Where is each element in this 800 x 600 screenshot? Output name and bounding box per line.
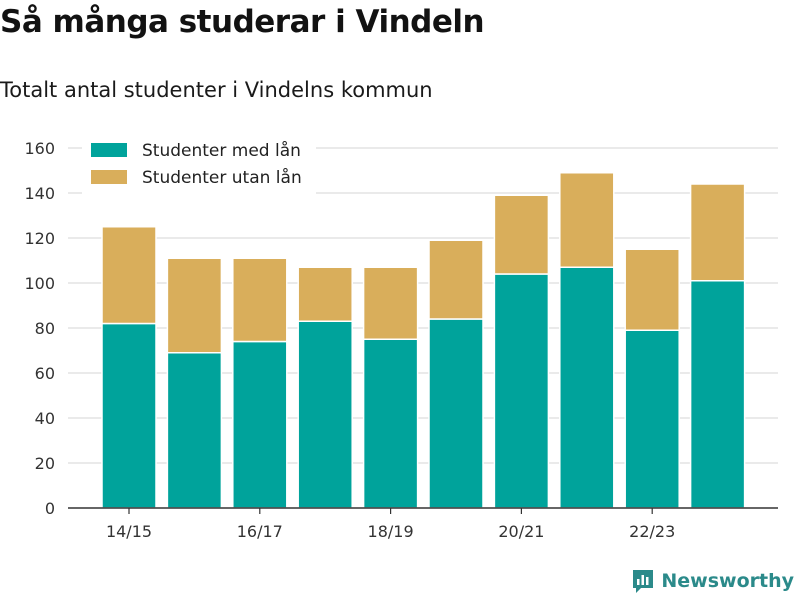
brand-label: Newsworthy <box>661 570 794 592</box>
bar-utan-lan <box>493 194 550 275</box>
bar-utan-lan <box>689 183 746 282</box>
y-tick-label: 100 <box>24 274 55 293</box>
y-tick-label: 140 <box>24 184 55 203</box>
x-tick-label: 18/19 <box>368 522 414 541</box>
bar-med-lan <box>493 273 550 509</box>
newsworthy-brand: Newsworthy <box>631 568 794 594</box>
bar-med-lan <box>232 340 288 509</box>
bar-utan-lan <box>101 226 157 325</box>
x-tick-label: 16/17 <box>237 522 283 541</box>
bar-med-lan <box>362 338 419 509</box>
y-tick-label: 160 <box>24 139 55 158</box>
legend-swatch <box>91 143 127 157</box>
chart-title: Så många studerar i Vindeln <box>0 4 485 40</box>
bar-med-lan <box>428 318 484 509</box>
bar-med-lan <box>101 322 157 509</box>
bar-chart-pin-icon <box>633 570 654 593</box>
legend-label: Studenter med lån <box>142 140 301 161</box>
y-tick-label: 20 <box>35 454 55 473</box>
bar-utan-lan <box>624 248 680 331</box>
y-axis-ticks: 0 20 40 60 80 100 120 140 160 <box>24 139 55 518</box>
bar-utan-lan <box>428 239 484 320</box>
bar-utan-lan <box>232 257 288 343</box>
legend-label: Studenter utan lån <box>142 167 302 188</box>
bar-med-lan <box>297 320 353 509</box>
bar-utan-lan <box>559 172 615 268</box>
y-tick-label: 80 <box>35 319 55 338</box>
y-tick-label: 40 <box>35 409 55 428</box>
bar-utan-lan <box>362 266 419 340</box>
bar-utan-lan <box>297 266 353 322</box>
legend-swatch <box>91 170 127 184</box>
bar-med-lan <box>166 352 223 509</box>
y-tick-label: 120 <box>24 229 55 248</box>
x-tick-label: 20/21 <box>498 522 544 541</box>
x-tick-label: 22/23 <box>629 522 675 541</box>
chart-subtitle: Totalt antal studenter i Vindelns kommun <box>0 78 433 102</box>
bar-med-lan <box>689 280 746 509</box>
y-tick-label: 0 <box>45 499 55 518</box>
bars <box>101 172 746 509</box>
bar-med-lan <box>624 329 680 509</box>
x-tick-label: 14/15 <box>106 522 152 541</box>
bar-med-lan <box>559 266 615 509</box>
y-tick-label: 60 <box>35 364 55 383</box>
x-axis: 14/15 16/17 18/19 20/21 22/23 <box>68 507 778 541</box>
legend: Studenter med lån Studenter utan lån <box>82 136 316 196</box>
bar-utan-lan <box>166 257 223 354</box>
